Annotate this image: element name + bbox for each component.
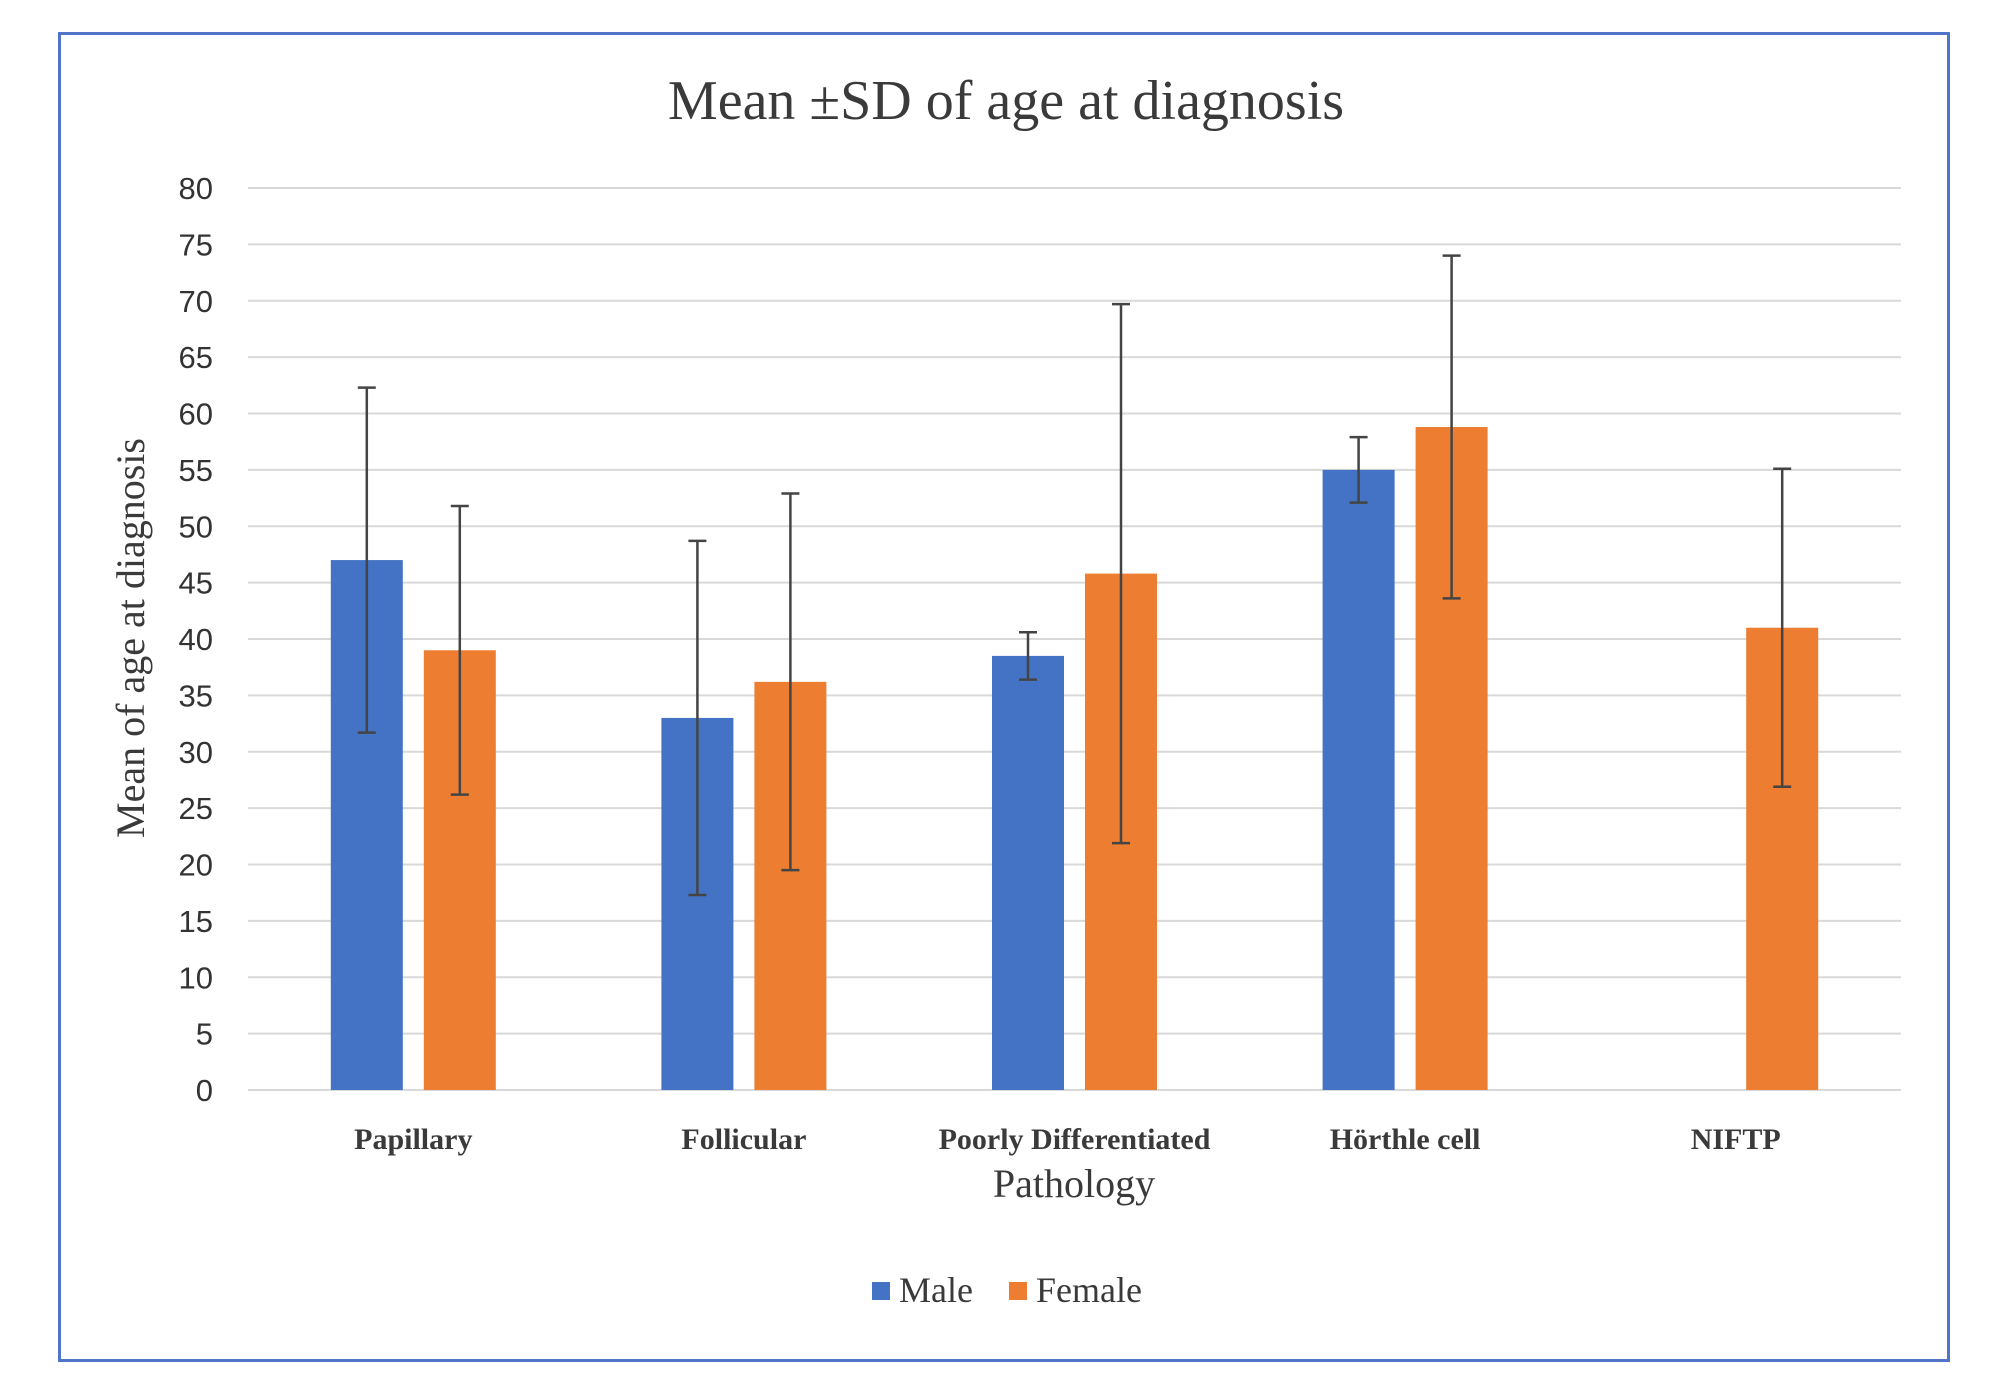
bar-male-3: [1322, 469, 1395, 1090]
x-category-label: Poorly Differentiated: [939, 1123, 1211, 1156]
y-tick-label: 70: [179, 284, 213, 319]
y-axis-ticks: 0 5 10 15 20 25 30 35 40 45 50 55 60 65 70 75 80: [179, 171, 213, 1108]
y-tick-label: 30: [179, 735, 213, 770]
error-bar-male-3: [1349, 435, 1368, 504]
legend: Male Female: [872, 1270, 1142, 1310]
x-axis-label: Pathology: [993, 1161, 1155, 1206]
x-category-label: Papillary: [354, 1123, 472, 1156]
error-bar-female-0: [450, 504, 469, 796]
y-tick-label: 35: [179, 678, 213, 713]
y-tick-label: 25: [179, 791, 213, 826]
x-category-label: Hörthle cell: [1330, 1123, 1481, 1156]
y-tick-label: 20: [179, 848, 213, 883]
y-tick-label: 50: [179, 509, 213, 544]
y-tick-label: 5: [196, 1017, 213, 1052]
error-bar-female-2: [1112, 302, 1130, 845]
y-tick-label: 75: [179, 227, 213, 262]
error-bar-male-0: [357, 386, 376, 734]
y-tick-label: 15: [179, 904, 213, 939]
legend-item-female: Female: [1009, 1270, 1142, 1310]
y-tick-label: 10: [179, 960, 213, 995]
legend-swatch: [1009, 1282, 1027, 1300]
y-tick-label: 60: [179, 397, 213, 432]
y-tick-label: 55: [179, 453, 213, 488]
chart-frame: Mean ±SD of age at diagnosis 0 5 10 15 20 25 3…: [58, 32, 1950, 1362]
error-bar-male-2: [1019, 630, 1037, 681]
bar-male-2: [992, 655, 1064, 1090]
x-axis-categories: Papillary Follicular Poorly Differentiated…: [354, 1123, 1781, 1156]
y-axis-label: Mean of age at diagnosis: [108, 438, 153, 838]
error-bar-female-1: [781, 492, 800, 872]
y-tick-label: 40: [179, 622, 213, 657]
legend-label: Female: [1036, 1270, 1142, 1310]
bar-chart: Mean ±SD of age at diagnosis 0 5 10 15 20 25 3…: [108, 70, 1901, 1310]
error-bars: [357, 254, 1792, 897]
x-category-label: Follicular: [681, 1123, 806, 1156]
y-tick-label: 80: [179, 171, 213, 206]
error-bar-male-1: [688, 539, 707, 897]
x-category-label: NIFTP: [1691, 1123, 1781, 1156]
y-tick-label: 0: [196, 1073, 213, 1108]
bars: [330, 427, 1819, 1090]
y-tick-label: 45: [179, 566, 213, 601]
gridlines: [248, 187, 1901, 1091]
legend-swatch: [872, 1282, 890, 1300]
legend-label: Male: [899, 1270, 973, 1310]
legend-item-male: Male: [872, 1270, 973, 1310]
y-tick-label: 65: [179, 340, 213, 375]
error-bar-female-4: [1773, 467, 1792, 788]
error-bar-female-3: [1442, 254, 1461, 600]
chart-title: Mean ±SD of age at diagnosis: [668, 70, 1344, 132]
